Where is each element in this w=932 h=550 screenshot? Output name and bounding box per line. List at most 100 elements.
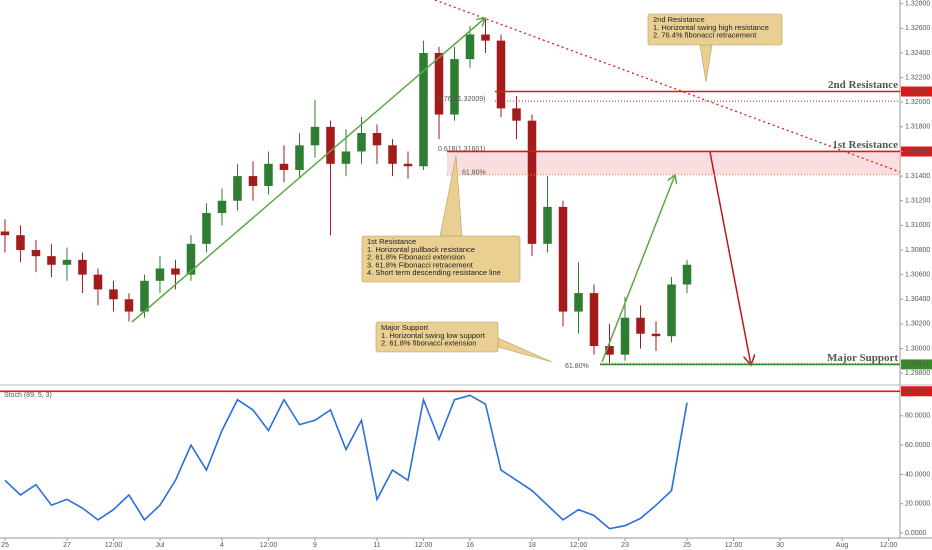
candle-body xyxy=(47,256,56,265)
y-tick-label: 1.30600 xyxy=(905,271,930,278)
candle-body xyxy=(620,317,630,355)
y-tick-label: 1.32600 xyxy=(905,25,930,32)
candle-body xyxy=(434,52,444,115)
callout-text: 3. 61.8% Fibonacci retracement xyxy=(367,260,474,269)
arrow xyxy=(131,18,485,323)
y-tick-label: 20.0000 xyxy=(905,501,930,508)
callout-text: 2. 61.8% Fibonacci extension xyxy=(367,253,465,262)
fib-label: 0.764(1.32009) xyxy=(438,96,485,103)
x-tick-label: 23 xyxy=(621,542,629,549)
fib-label: 61.80% xyxy=(462,170,486,177)
zone-layer xyxy=(447,151,900,175)
candle-body xyxy=(357,133,366,152)
x-tick-label: 12:00 xyxy=(415,542,433,549)
candle-body xyxy=(264,163,273,186)
candle-body xyxy=(326,126,335,164)
level-label: Major Support xyxy=(827,352,898,364)
y-tick-label: 80.0000 xyxy=(905,413,930,420)
candle-body xyxy=(0,231,10,236)
candle-body xyxy=(248,176,258,186)
candle-body xyxy=(465,34,475,60)
callout-text: 1st Resistance xyxy=(367,237,416,246)
candle-body xyxy=(574,293,583,312)
x-tick-label: 11 xyxy=(373,542,380,549)
callout-text: Major Support xyxy=(381,323,429,332)
price-tag-label: 96.7534 xyxy=(904,388,929,395)
candle-body xyxy=(388,145,397,164)
candle-body xyxy=(186,243,196,275)
candle-body xyxy=(124,299,134,312)
y-tick-label: 1.29800 xyxy=(905,370,930,377)
x-tick-label: 12:00 xyxy=(260,542,278,549)
candle-body xyxy=(605,346,614,355)
candle-body xyxy=(78,259,87,275)
x-tick-label: 12:00 xyxy=(105,542,123,549)
y-tick-label: 1.32800 xyxy=(905,1,930,8)
callout-text: 1. Horizontal pullback resistance xyxy=(367,245,475,254)
candle-body xyxy=(682,264,692,285)
candle-body xyxy=(419,52,428,167)
y-tick-label: 1.31200 xyxy=(905,198,930,205)
x-tick-label: 9 xyxy=(313,542,317,549)
x-tick-label: 27 xyxy=(63,542,71,549)
x-tick-label: 18 xyxy=(528,542,536,549)
candle-body xyxy=(109,289,118,300)
y-tick-label: 1.31600 xyxy=(905,148,930,155)
callout-box xyxy=(361,235,521,283)
price-tag-label: 1.29871 xyxy=(904,361,929,368)
candle-layer xyxy=(0,18,692,365)
y-tick-label: 1.32400 xyxy=(905,50,930,57)
overlay-layer: 0.764(1.32009) 0.618(1.31601) 61.80% 61.80%… xyxy=(361,13,932,370)
callout-text: 2. 76.4% fibonacci retracement xyxy=(653,31,757,40)
callout-text: 1. Horizontal swing low support xyxy=(381,331,486,340)
fib-label: 61.80% xyxy=(565,363,589,370)
candle-body xyxy=(481,34,490,41)
x-tick-label: 25 xyxy=(683,542,691,549)
y-tick-label: 1.31400 xyxy=(905,173,930,180)
x-tick-label: 30 xyxy=(776,542,784,549)
candle-body xyxy=(93,274,103,290)
y-tick-label: 1.31800 xyxy=(905,124,930,131)
candle-body xyxy=(543,206,552,244)
candle-body xyxy=(341,151,351,164)
y-tick-label: 1.32000 xyxy=(905,99,930,106)
callout-box xyxy=(647,13,783,46)
callout-text: 1. Horizontal swing high resistance xyxy=(653,23,769,32)
y-tick-label: 1.30400 xyxy=(905,296,930,303)
candle-body xyxy=(450,59,459,115)
candle-body xyxy=(16,235,25,250)
y-tick-label: 0.0000 xyxy=(905,530,927,537)
level-label: 1st Resistance xyxy=(832,139,898,151)
candle-body xyxy=(651,333,661,337)
candle-body xyxy=(372,133,382,146)
x-tick-label: 25 xyxy=(1,542,9,549)
candle-body xyxy=(527,120,537,244)
arrow xyxy=(709,151,751,365)
x-tick-label: Jul xyxy=(155,542,164,549)
price-tag xyxy=(901,386,932,397)
candle-body xyxy=(155,268,165,281)
y-tick-label: 1.32200 xyxy=(905,74,930,81)
y-tick-label: 40.0000 xyxy=(905,471,930,478)
candle-body xyxy=(62,259,72,265)
arrow xyxy=(601,175,675,363)
candle-body xyxy=(171,268,180,275)
candle-body xyxy=(636,317,645,334)
candle-body xyxy=(279,163,289,170)
candle-body xyxy=(217,200,227,214)
x-tick-label: 16 xyxy=(466,542,474,549)
stoch-line xyxy=(4,394,688,530)
candle-body xyxy=(233,176,242,201)
y-tick-label: 1.30200 xyxy=(905,321,930,328)
candle-body xyxy=(31,249,41,257)
candle-body xyxy=(589,293,599,347)
callout-text: 2nd Resistance xyxy=(653,15,705,24)
candle-body xyxy=(202,213,211,244)
x-tick-label: Aug xyxy=(836,542,849,549)
fib-label: 0.618(1.31601) xyxy=(438,146,485,153)
candle-body xyxy=(558,206,568,312)
x-tick-label: 12:00 xyxy=(570,542,588,549)
candle-body xyxy=(403,163,413,167)
price-tag-label: 1.31600 xyxy=(904,148,929,155)
